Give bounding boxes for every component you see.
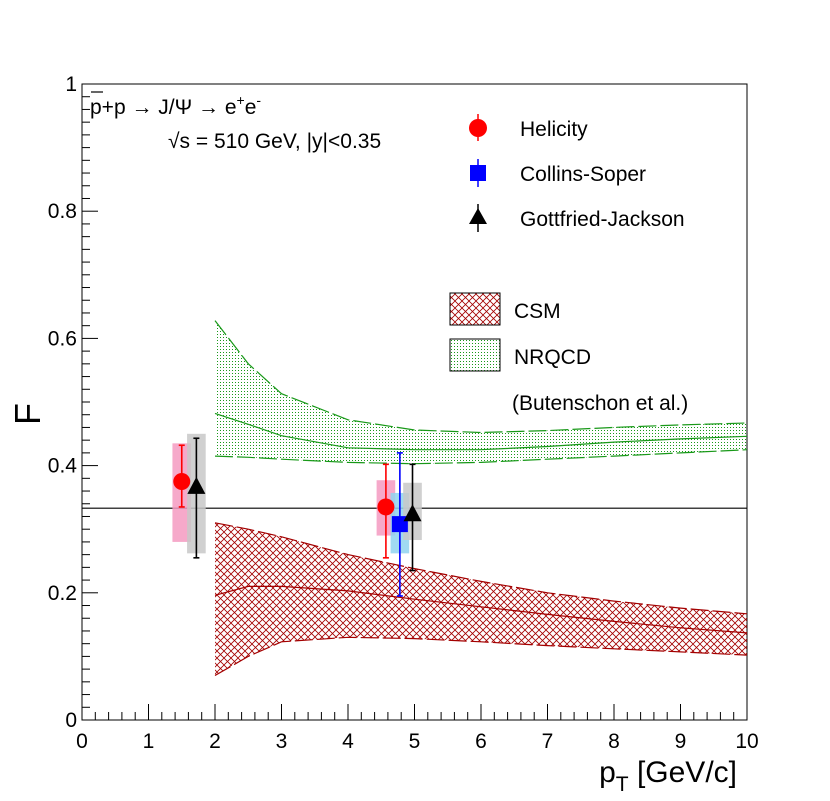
legend-item-csm: CSM [449,292,561,326]
legend-label-gottfried-jackson: Gottfried-Jackson [520,208,685,231]
legend-note: (Butenschon et al.) [512,392,688,415]
legend-item-helicity: Helicity [469,114,588,141]
legend-item-gottfried-jackson: Gottfried-Jackson [469,204,685,232]
band-csm-central [214,585,748,634]
y-tick-label: 0 [65,709,77,732]
axes: 0 1 2 3 4 5 6 7 8 9 10 0 0.2 0.4 0.6 0.8 1 [48,73,759,753]
band-csm-upper [214,522,748,615]
y-tick-label: 0.2 [48,582,77,605]
process-label: p+p → J/Ψ → e+e- [90,92,261,119]
band-csm-area [215,522,747,676]
legend-label-helicity: Helicity [520,118,588,141]
x-tick-label: 7 [542,730,554,753]
point-helicity-0 [173,473,191,490]
point-collins-soper-0 [391,516,408,533]
process-label-main: p+p → J/Ψ → e [90,96,237,119]
x-tick-label: 8 [608,730,620,753]
band-nrqcd-upper [214,320,748,434]
x-tick-label: 3 [276,730,288,753]
x-axis-title-sub: T [616,773,629,796]
x-tick-label: 1 [143,730,155,753]
y-tick-label: 0.8 [48,200,77,223]
legend-swatch-csm [449,292,501,326]
point-gottfried-jackson-1 [403,504,422,522]
x-tick-label: 0 [76,730,88,753]
theory-bands [214,320,748,677]
band-csm-lower [214,636,748,677]
x-axis-title: pT [GeV/c] [599,756,737,796]
y-tick-label: 0.4 [48,455,78,478]
legend-label-nrqcd: NRQCD [514,346,591,369]
energy-label: √s = 510 GeV, |y|<0.35 [168,130,381,153]
band-nrqcd-central [214,412,748,451]
x-tick-label: 5 [409,730,421,753]
x-axis-title-unit: [GeV/c] [637,756,737,789]
band-nrqcd-lower [214,449,748,465]
point-gottfried-jackson-0 [187,476,206,494]
legend-swatch-nrqcd [449,338,501,372]
process-label-sup1: + [237,92,245,108]
point-helicity-1 [377,498,395,516]
x-tick-label: 6 [475,730,487,753]
data-points [173,437,422,597]
band-nrqcd-area [215,320,747,464]
legend-item-nrqcd: NRQCD [449,338,591,372]
y-tick-label: 1 [65,73,77,96]
x-tick-label: 9 [675,730,687,753]
x-tick-label: 2 [209,730,221,753]
legend: Helicity Collins-Soper Gottfried-Jackson… [449,114,688,415]
x-axis-title-var: p [599,756,616,789]
legend-label-csm: CSM [514,300,561,323]
legend-label-collins-soper: Collins-Soper [520,163,646,186]
x-tick-label: 10 [735,730,758,753]
process-label-sup2: - [256,92,261,108]
process-label-e2: e [245,96,257,119]
legend-item-collins-soper: Collins-Soper [470,159,646,187]
y-axis-title: F [7,403,48,425]
x-tick-label: 4 [342,730,354,753]
y-tick-label: 0.6 [48,327,77,350]
